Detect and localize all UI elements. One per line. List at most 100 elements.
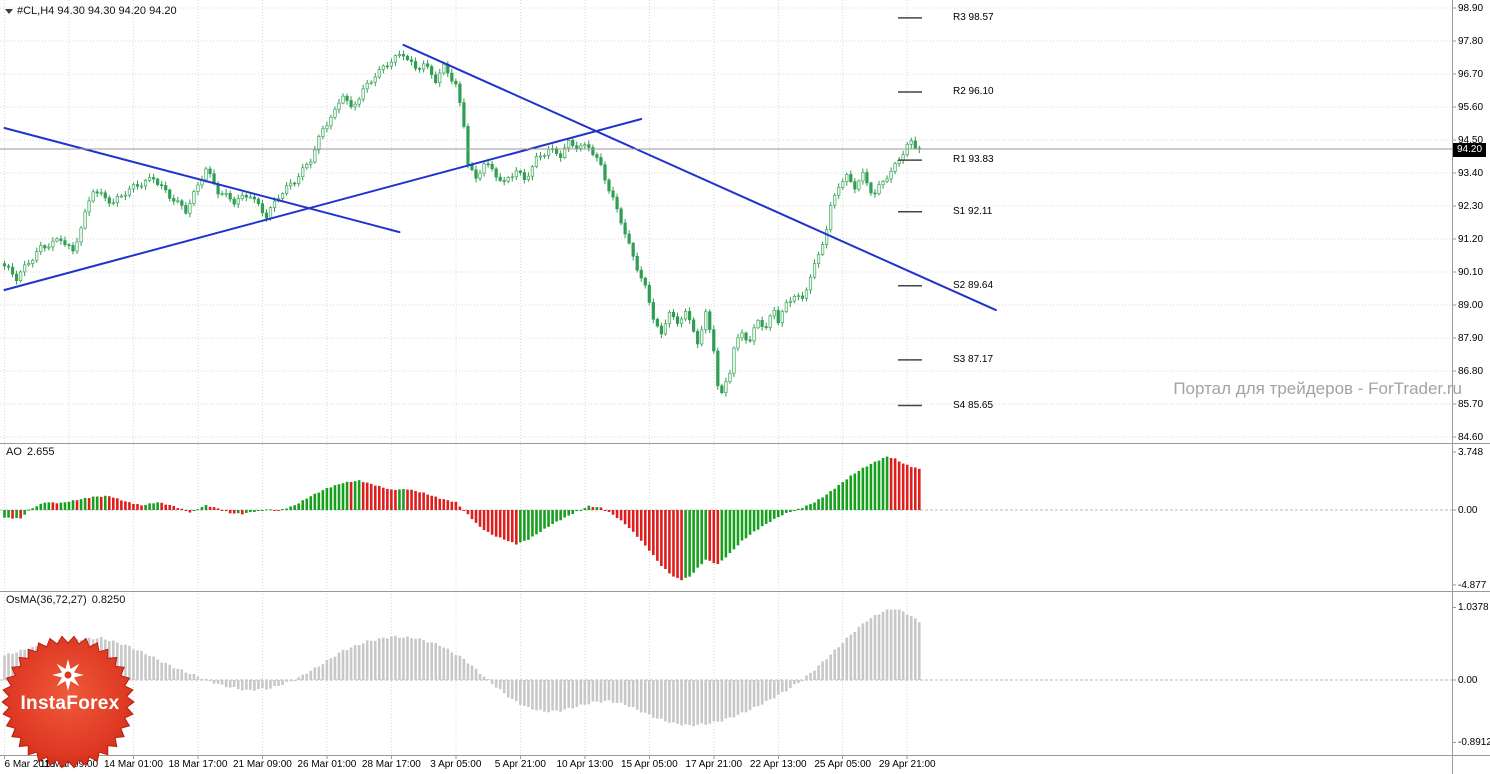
time-axis-label: 22 Apr 13:00 [749, 759, 807, 770]
candle-body [494, 168, 498, 178]
ao-bar [188, 510, 192, 513]
candle-body [293, 182, 297, 185]
osma-bar [708, 680, 712, 724]
osma-bar [498, 680, 502, 690]
ao-bar [35, 506, 39, 510]
candle-body [164, 185, 168, 191]
osma-bar [164, 662, 167, 680]
ao-bar [27, 509, 30, 511]
candle-body [482, 163, 486, 174]
candle-body [123, 194, 127, 197]
osma-bar [772, 680, 776, 699]
candle-body [434, 74, 438, 83]
candle-body [534, 156, 539, 167]
ao-bar [893, 458, 897, 510]
ao-bar [289, 506, 292, 510]
osma-bar [865, 621, 869, 680]
candle-body [248, 196, 252, 199]
candle-body [317, 136, 321, 151]
ao-bar [712, 510, 716, 564]
ao-bar [297, 503, 300, 510]
osma-bar [329, 658, 333, 680]
ao-bar [559, 510, 562, 521]
ao-bar [700, 510, 703, 565]
candle-body [333, 108, 337, 118]
candle-body [587, 144, 591, 148]
ao-bar [95, 496, 99, 510]
ao-bar [494, 510, 498, 537]
ao-bar [357, 480, 361, 510]
osma-bar [297, 677, 300, 680]
ao-bar [643, 510, 647, 546]
osma-bar [466, 663, 470, 680]
candle-body [692, 319, 696, 332]
ao-bar [369, 483, 373, 510]
osma-bar [442, 647, 446, 680]
osma-bar [402, 637, 405, 680]
candle-body [373, 76, 377, 83]
ao-bar [889, 458, 893, 510]
ao-bar [732, 510, 736, 550]
ao-bar [43, 502, 47, 510]
candle-body [498, 176, 502, 181]
candle-body [808, 276, 813, 291]
osma-bar [325, 659, 329, 680]
ao-bar [506, 510, 510, 542]
candle-body [397, 54, 402, 56]
osma-bar [406, 636, 409, 680]
osma-bar [176, 668, 180, 680]
osma-bar [494, 680, 498, 688]
osma-bar [422, 640, 425, 680]
osma-bar [120, 644, 123, 680]
candle-body [647, 284, 651, 303]
osma-bar [918, 622, 921, 680]
candle-body [752, 327, 756, 342]
candle-body [43, 245, 47, 249]
ao-bar [329, 487, 333, 510]
ao-bar [527, 510, 530, 540]
candle-body [63, 240, 67, 245]
ao-bar [406, 489, 409, 510]
candle-body [825, 229, 829, 245]
osma-bar [450, 652, 454, 680]
candle-body [812, 263, 817, 278]
candle-body [611, 190, 615, 198]
osma-bar [7, 653, 10, 680]
ao-bar [273, 510, 276, 511]
ao-bar [716, 510, 720, 565]
osma-bar [418, 638, 421, 680]
candle-body [131, 184, 136, 190]
osma-bar [789, 680, 792, 689]
osma-bar [809, 672, 812, 680]
instaforex-logo-text: InstaForex [20, 693, 120, 714]
ao-bar [136, 504, 139, 510]
candle-body [567, 139, 571, 149]
ao-bar [563, 510, 566, 518]
osma-bar [482, 676, 486, 680]
ao-bar [373, 485, 377, 510]
ao-bar [748, 510, 752, 535]
osma-bar [196, 676, 200, 680]
candle-body [659, 325, 663, 335]
symbol-dropdown-icon[interactable] [5, 9, 13, 14]
osma-bar [728, 680, 732, 718]
price-axis-label: 91.20 [1458, 234, 1484, 245]
candle-body [462, 102, 466, 127]
ao-bar [438, 498, 442, 510]
osma-bar [801, 680, 804, 681]
pivot-label: S1 92.11 [953, 205, 993, 217]
osma-bar [889, 609, 893, 680]
candle-body [792, 296, 796, 302]
osma-bar [841, 643, 845, 680]
osma-bar [257, 680, 260, 690]
candle-body [27, 263, 31, 266]
osma-axis-label: 0.00 [1458, 675, 1478, 686]
candle-body [768, 315, 772, 328]
time-axis-label: 25 Apr 05:00 [814, 759, 872, 770]
osma-bar [652, 680, 655, 718]
ao-bar [861, 467, 865, 510]
ao-bar [124, 501, 127, 510]
ao-bar [418, 492, 421, 510]
osma-bar [736, 680, 740, 715]
